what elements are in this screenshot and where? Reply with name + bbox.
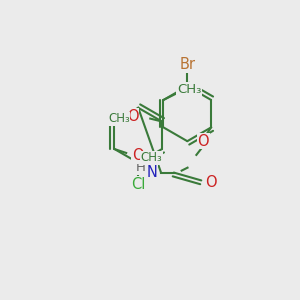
Text: O: O — [127, 109, 138, 124]
Text: CH₃: CH₃ — [177, 82, 201, 96]
Text: N: N — [147, 165, 158, 180]
Text: O: O — [132, 148, 144, 164]
Text: Cl: Cl — [131, 177, 146, 192]
Text: H: H — [136, 161, 146, 174]
Text: CH₃: CH₃ — [108, 112, 130, 125]
Text: CH₃: CH₃ — [141, 152, 163, 164]
Text: Br: Br — [179, 57, 195, 72]
Text: O: O — [197, 134, 209, 149]
Text: O: O — [205, 175, 217, 190]
